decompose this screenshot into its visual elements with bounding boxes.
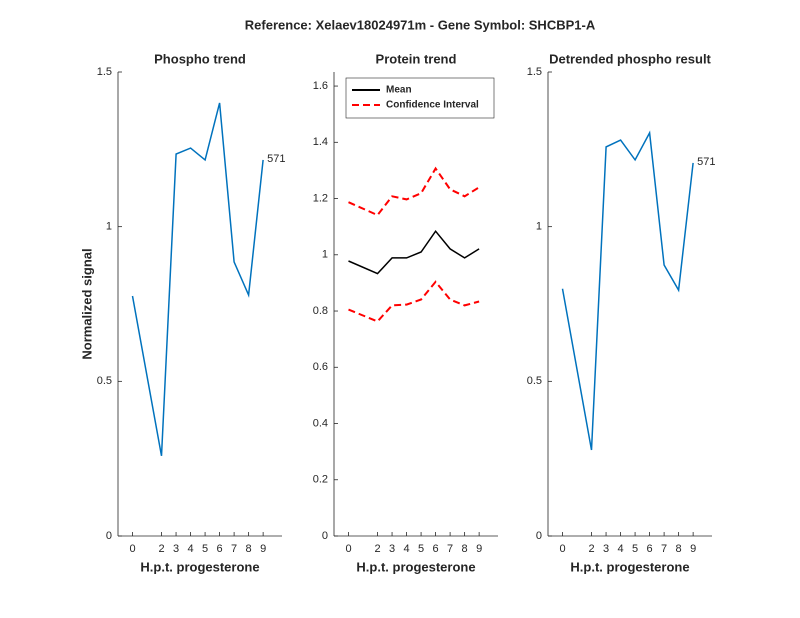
y-tick-label: 0.5	[97, 375, 112, 387]
x-tick-label: 3	[389, 543, 395, 555]
annotation: 571	[267, 153, 285, 165]
y-tick-label: 1.4	[313, 136, 328, 148]
y-tick-label: 0	[106, 530, 112, 542]
x-tick-label: 6	[217, 543, 223, 555]
y-tick-label: 1	[322, 249, 328, 261]
x-tick-label: 8	[676, 543, 682, 555]
x-tick-label: 6	[433, 543, 439, 555]
legend-label: Confidence Interval	[386, 100, 479, 111]
x-tick-label: 5	[632, 543, 638, 555]
x-tick-label: 0	[559, 543, 565, 555]
x-tick-label: 7	[447, 543, 453, 555]
x-axis-label: H.p.t. progesterone	[570, 559, 689, 574]
x-tick-label: 0	[345, 543, 351, 555]
x-tick-label: 8	[462, 543, 468, 555]
y-tick-label: 0	[322, 530, 328, 542]
x-axis-label: H.p.t. progesterone	[140, 559, 259, 574]
panel-title: Protein trend	[376, 51, 457, 66]
data-line	[131, 102, 264, 457]
y-tick-label: 1.6	[313, 80, 328, 92]
y-tick-label: 0.2	[313, 474, 328, 486]
x-tick-label: 2	[158, 543, 164, 555]
y-tick-label: 0	[536, 530, 542, 542]
x-tick-label: 7	[231, 543, 237, 555]
data-line-lower	[348, 280, 480, 323]
y-tick-label: 1	[106, 221, 112, 233]
data-line	[348, 166, 480, 217]
x-tick-label: 3	[603, 543, 609, 555]
data-line	[561, 130, 694, 451]
x-tick-label: 5	[418, 543, 424, 555]
figure-title: Reference: Xelaev18024971m - Gene Symbol…	[245, 17, 596, 32]
x-tick-label: 4	[188, 543, 194, 555]
y-tick-label: 1.2	[313, 192, 328, 204]
panel-title: Detrended phospho result	[549, 51, 711, 66]
x-tick-label: 6	[647, 543, 653, 555]
annotation: 571	[697, 156, 715, 168]
x-tick-label: 9	[690, 543, 696, 555]
x-tick-label: 9	[260, 543, 266, 555]
x-tick-label: 4	[404, 543, 410, 555]
x-axis-label: H.p.t. progesterone	[356, 559, 475, 574]
y-tick-label: 0.4	[313, 417, 328, 429]
x-tick-label: 0	[129, 543, 135, 555]
y-tick-label: 1.5	[527, 66, 542, 78]
y-axis-label: Normalized signal	[79, 248, 94, 359]
y-tick-label: 0.5	[527, 375, 542, 387]
x-tick-label: 2	[374, 543, 380, 555]
data-line	[348, 229, 480, 275]
y-tick-label: 0.6	[313, 361, 328, 373]
x-tick-label: 7	[661, 543, 667, 555]
y-tick-label: 1.5	[97, 66, 112, 78]
x-tick-label: 2	[588, 543, 594, 555]
panel-title: Phospho trend	[154, 51, 246, 66]
legend-label: Mean	[386, 85, 412, 96]
x-tick-label: 5	[202, 543, 208, 555]
x-tick-label: 8	[246, 543, 252, 555]
x-tick-label: 9	[476, 543, 482, 555]
x-tick-label: 3	[173, 543, 179, 555]
legend-box	[345, 77, 495, 119]
y-tick-label: 0.8	[313, 305, 328, 317]
y-tick-label: 1	[536, 221, 542, 233]
x-tick-label: 4	[618, 543, 624, 555]
